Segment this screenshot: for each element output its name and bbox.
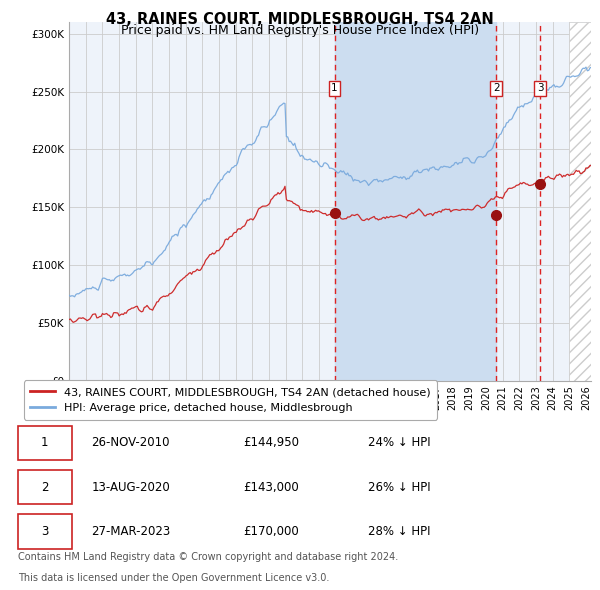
Text: 2: 2 — [41, 480, 49, 494]
Text: 28% ↓ HPI: 28% ↓ HPI — [368, 525, 430, 538]
Text: 27-MAR-2023: 27-MAR-2023 — [91, 525, 170, 538]
Text: 26-NOV-2010: 26-NOV-2010 — [91, 436, 170, 450]
Bar — [335, 22, 496, 381]
Text: 13-AUG-2020: 13-AUG-2020 — [91, 480, 170, 494]
Legend: 43, RAINES COURT, MIDDLESBROUGH, TS4 2AN (detached house), HPI: Average price, d: 43, RAINES COURT, MIDDLESBROUGH, TS4 2AN… — [23, 381, 437, 419]
Text: £144,950: £144,950 — [244, 436, 299, 450]
FancyBboxPatch shape — [18, 470, 71, 504]
Text: 43, RAINES COURT, MIDDLESBROUGH, TS4 2AN: 43, RAINES COURT, MIDDLESBROUGH, TS4 2AN — [106, 12, 494, 27]
Text: 24% ↓ HPI: 24% ↓ HPI — [368, 436, 430, 450]
Text: This data is licensed under the Open Government Licence v3.0.: This data is licensed under the Open Gov… — [18, 573, 329, 583]
Text: 26% ↓ HPI: 26% ↓ HPI — [368, 480, 430, 494]
Text: 3: 3 — [41, 525, 49, 538]
Text: Contains HM Land Registry data © Crown copyright and database right 2024.: Contains HM Land Registry data © Crown c… — [18, 552, 398, 562]
Text: 1: 1 — [41, 436, 49, 450]
Text: 2: 2 — [493, 83, 500, 93]
Text: 3: 3 — [537, 83, 544, 93]
Text: £143,000: £143,000 — [244, 480, 299, 494]
FancyBboxPatch shape — [18, 514, 71, 549]
FancyBboxPatch shape — [18, 425, 71, 460]
Text: £170,000: £170,000 — [244, 525, 299, 538]
Bar — [569, 22, 600, 381]
Text: Price paid vs. HM Land Registry's House Price Index (HPI): Price paid vs. HM Land Registry's House … — [121, 24, 479, 37]
Text: 1: 1 — [331, 83, 338, 93]
